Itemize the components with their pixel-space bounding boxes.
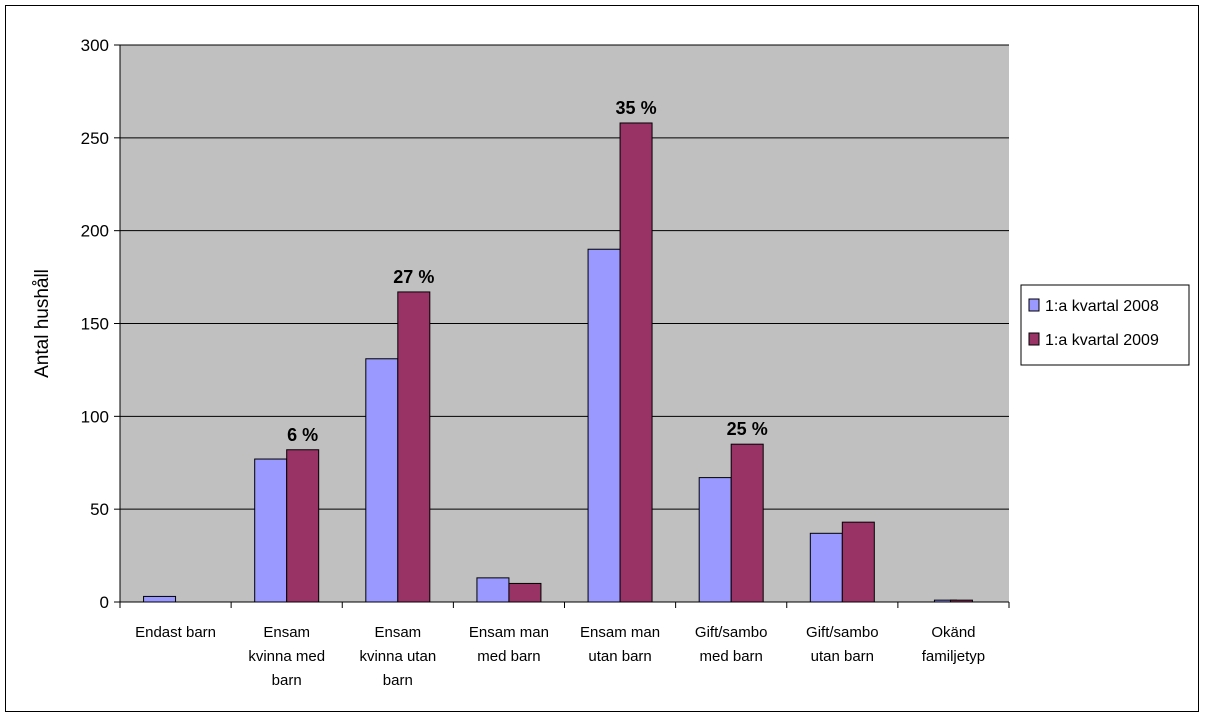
x-tick-label: Ensam man utan barn bbox=[580, 624, 660, 665]
y-tick-label: 50 bbox=[90, 500, 109, 519]
bar-2009-4 bbox=[619, 122, 653, 603]
legend-swatch bbox=[1028, 332, 1040, 346]
x-tick-label: Gift/sambo utan barn bbox=[806, 624, 879, 665]
x-tick-label: Ensam kvinna med barn bbox=[248, 624, 325, 689]
x-tick-label: Endast barn bbox=[135, 624, 216, 641]
bar-2009-1 bbox=[286, 449, 320, 603]
bar-2008-2 bbox=[365, 358, 399, 603]
bars bbox=[143, 122, 973, 603]
legend-box bbox=[1020, 284, 1190, 366]
bar-2008-5 bbox=[698, 477, 732, 603]
y-axis-label: Antal hushåll bbox=[32, 269, 53, 378]
data-label: 35 % bbox=[616, 98, 657, 118]
y-tick-label: 250 bbox=[81, 129, 109, 148]
bar-2008-4 bbox=[587, 248, 621, 603]
gridlines bbox=[120, 44, 1009, 510]
axes: 0 50 100 150 200 250 300 Endast barn Ensam kvinna… bbox=[81, 36, 1010, 689]
bar-2008-0 bbox=[143, 595, 177, 603]
data-label: 6 % bbox=[287, 425, 318, 445]
y-tick-label: 150 bbox=[81, 315, 109, 334]
y-tick-label: 300 bbox=[81, 36, 109, 55]
data-label: 25 % bbox=[727, 419, 768, 439]
bar-2009-6 bbox=[841, 521, 875, 603]
data-label: 27 % bbox=[393, 267, 434, 287]
bar-2008-3 bbox=[476, 577, 510, 603]
y-tick-label: 200 bbox=[81, 222, 109, 241]
data-labels: 6 % 27 % 35 % 25 % bbox=[287, 98, 768, 445]
x-tick-label: Ensam kvinna utan barn bbox=[359, 624, 436, 689]
bar-2008-6 bbox=[809, 532, 843, 603]
legend-entry: 1:a kvartal 2009 bbox=[1045, 332, 1159, 349]
x-tick-label: Gift/sambo med barn bbox=[695, 624, 768, 665]
legend: 1:a kvartal 2008 1:a kvartal 2009 bbox=[1020, 284, 1190, 366]
x-tick-label: Ensam man med barn bbox=[469, 624, 549, 665]
legend-entry: 1:a kvartal 2008 bbox=[1045, 298, 1159, 315]
bar-2008-1 bbox=[254, 458, 288, 603]
legend-swatch bbox=[1028, 298, 1040, 312]
x-tick-label: Okänd familjetyp bbox=[922, 624, 985, 665]
bar-2009-2 bbox=[397, 291, 431, 603]
y-tick-label: 0 bbox=[100, 593, 109, 612]
y-tick-label: 100 bbox=[81, 407, 109, 426]
bar-2009-5 bbox=[730, 443, 764, 603]
bar-2009-3 bbox=[508, 582, 542, 603]
